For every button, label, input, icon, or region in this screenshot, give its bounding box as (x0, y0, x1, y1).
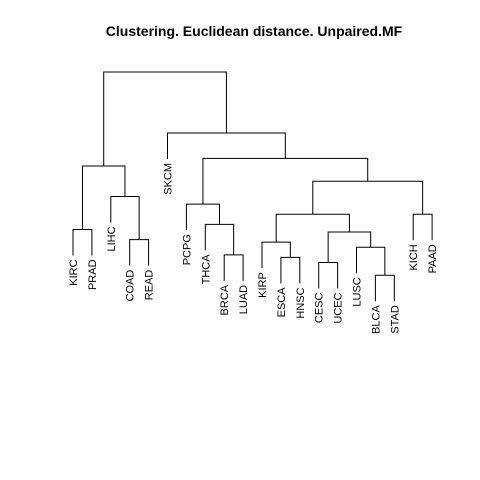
leaf-label-kirc: KIRC (68, 259, 80, 285)
branch-n8 (280, 256, 301, 284)
leaf-labels: KIRC PRAD LIHC COAD READ SKCM PCPG THCA BRCA LUAD… (68, 163, 439, 334)
branch-n12 (356, 246, 386, 276)
branch-n6 (204, 223, 235, 255)
leaf-label-lihc: LIHC (106, 226, 118, 251)
leaf-label-esca: ESCA (276, 287, 288, 318)
branch-n5 (223, 254, 244, 281)
branch-n7 (185, 203, 220, 231)
leaf-label-pcpg: PCPG (181, 234, 193, 265)
leaf-label-blca: BLCA (370, 305, 382, 334)
leaf-label-brca: BRCA (219, 284, 231, 315)
leaf-label-hnsc: HNSC (295, 287, 307, 318)
leaf-label-cesc: CESC (314, 292, 326, 323)
branch-n18 (167, 132, 286, 159)
branch-n19 (103, 71, 227, 166)
leaf-label-lusc: LUSC (352, 277, 364, 306)
branch-n2 (129, 239, 150, 266)
leaf-label-ucec: UCEC (333, 292, 345, 323)
branch-n16 (312, 180, 424, 215)
leaf-label-stad: STAD (389, 305, 401, 334)
branch-n4 (81, 165, 126, 230)
leaf-label-kich: KICH (408, 244, 420, 270)
leaf-label-coad: COAD (125, 270, 137, 302)
leaf-label-prad: PRAD (87, 259, 99, 290)
chart-title: Clustering. Euclidean distance. Unpaired… (106, 23, 403, 39)
leaf-label-luad: LUAD (238, 285, 250, 314)
leaf-label-skcm: SKCM (163, 163, 175, 195)
branch-n10 (318, 262, 339, 289)
leaf-label-paad: PAAD (427, 244, 439, 273)
branch-n11 (374, 274, 395, 302)
leaf-label-kirp: KIRP (257, 272, 269, 298)
branch-n15 (412, 213, 433, 241)
branch-n14 (275, 213, 350, 243)
dendrogram-branches (72, 71, 433, 302)
leaf-label-thca: THCA (200, 254, 212, 285)
branch-n9 (261, 241, 291, 269)
leaf-label-read: READ (144, 270, 156, 301)
branch-n1 (72, 228, 93, 256)
